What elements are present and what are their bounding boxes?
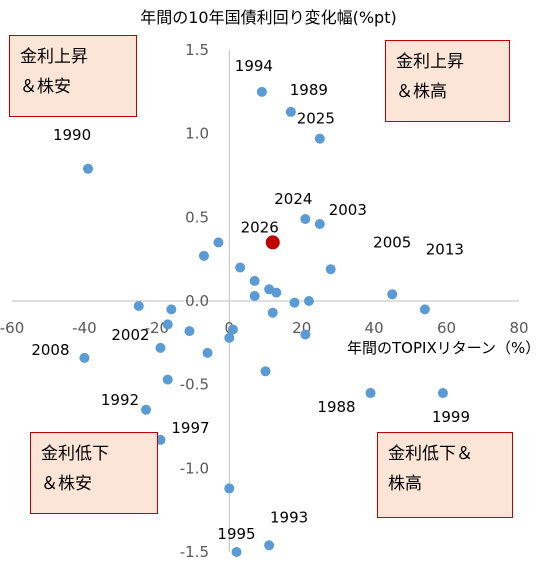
quadrant-line: 金利低下	[41, 444, 109, 464]
data-point	[166, 304, 177, 315]
data-point	[260, 366, 271, 377]
data-points	[79, 86, 448, 557]
data-point	[83, 163, 94, 174]
data-point	[365, 388, 376, 399]
data-point	[184, 326, 195, 337]
quadrant-line: 金利上昇	[396, 52, 464, 72]
data-point	[79, 352, 90, 363]
data-point	[264, 540, 275, 551]
x-tick-label: -60	[0, 319, 24, 337]
data-point	[267, 307, 278, 318]
data-point	[249, 275, 260, 286]
highlight-point	[265, 235, 280, 250]
x-tick-label: -40	[72, 319, 97, 337]
point-label: 2003	[329, 201, 367, 219]
point-label: 2025	[297, 110, 335, 128]
quadrant-line: 金利低下＆	[388, 444, 473, 464]
data-point	[300, 329, 311, 340]
point-label: 1989	[290, 81, 328, 99]
quadrant-label-bottom-left: 金利低下 ＆株安	[30, 432, 158, 514]
quadrant-line: ＆株安	[20, 77, 71, 97]
point-label: 2008	[31, 341, 69, 359]
data-point	[140, 404, 151, 415]
data-point	[314, 219, 325, 230]
data-point	[162, 319, 173, 330]
quadrant-label-top-left: 金利上昇 ＆株安	[9, 35, 137, 117]
data-point	[271, 287, 282, 298]
point-label: 2026	[241, 218, 279, 236]
point-label: 1993	[270, 508, 308, 526]
point-label: 1990	[53, 126, 91, 144]
y-tick-label: 1.5	[185, 41, 209, 59]
data-point	[285, 106, 296, 117]
y-tick-label: -1.0	[180, 459, 209, 477]
y-tick-label: 1.0	[185, 125, 209, 143]
x-tick-label: 80	[509, 319, 528, 337]
quadrant-label-bottom-right: 金利低下＆ 株高	[377, 432, 513, 518]
data-point	[155, 342, 166, 353]
data-point	[224, 483, 235, 494]
data-point	[133, 301, 144, 312]
data-point	[249, 290, 260, 301]
data-point	[300, 214, 311, 225]
point-label: 1999	[432, 408, 470, 426]
data-point	[202, 347, 213, 358]
quadrant-line: ＆株安	[41, 474, 92, 494]
data-point	[198, 250, 209, 261]
data-point	[162, 374, 173, 385]
data-point	[437, 388, 448, 399]
point-label: 2013	[426, 240, 464, 258]
point-labels: 1994 1989 2025 1990 2024 2003 2005 2013 2008 2002…	[31, 57, 470, 543]
data-point	[227, 324, 238, 335]
chart-title: 年間の10年国債利回り変化幅(%pt)	[140, 8, 397, 27]
quadrant-line: ＆株高	[396, 82, 447, 102]
data-point	[224, 332, 235, 343]
data-point	[325, 264, 336, 275]
quadrant-line: 株高	[388, 474, 422, 494]
data-point	[387, 289, 398, 300]
x-tick-label: 60	[437, 319, 456, 337]
point-label: 1997	[171, 419, 209, 437]
data-point	[289, 297, 300, 308]
data-point	[213, 237, 224, 248]
point-label: 1992	[101, 391, 139, 409]
y-tick-label: 0.0	[185, 292, 209, 310]
data-point	[303, 296, 314, 306]
point-label: 2005	[373, 233, 411, 251]
y-tick-label: -0.5	[180, 376, 209, 394]
point-label: 1994	[235, 57, 273, 75]
y-tick-label: -1.5	[180, 543, 209, 561]
y-tick-label: 0.5	[185, 208, 209, 226]
point-label: 2002	[111, 326, 149, 344]
point-label: 1995	[217, 525, 255, 543]
point-label: 1988	[317, 398, 355, 416]
x-tick-label: 40	[365, 319, 384, 337]
axes	[12, 50, 519, 552]
data-point	[314, 133, 325, 144]
data-point	[256, 86, 267, 97]
data-point	[231, 547, 242, 557]
quadrant-line: 金利上昇	[20, 47, 88, 67]
quadrant-label-top-right: 金利上昇 ＆株高	[385, 40, 510, 122]
point-label: 2024	[274, 190, 312, 208]
tick-labels: -60-40-20020406080-1.5-1.0-0.50.00.51.01…	[0, 41, 529, 561]
data-point	[235, 262, 246, 273]
x-axis-title: 年間のTOPIXリターン（%）	[347, 339, 537, 357]
data-point	[419, 304, 430, 315]
